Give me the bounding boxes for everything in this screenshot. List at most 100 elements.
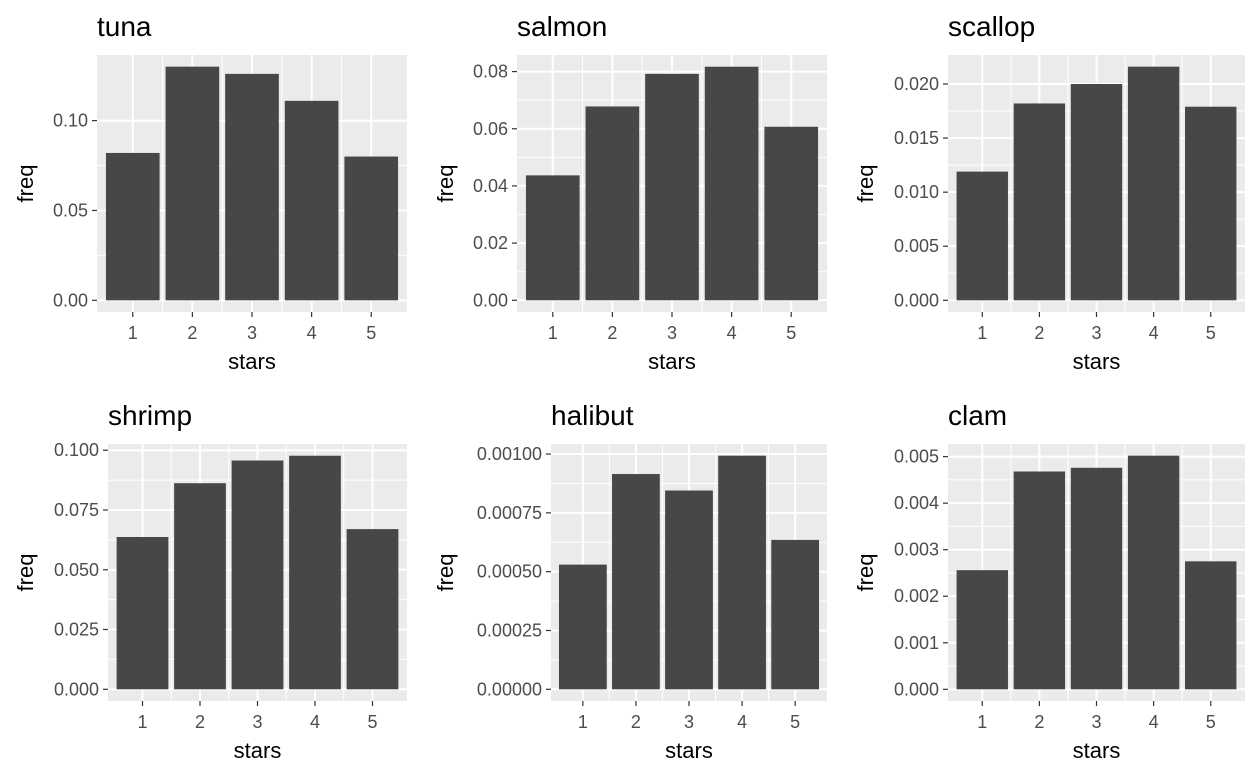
bar-clam-3 [1070, 467, 1123, 690]
x-tick-label: 1 [977, 323, 987, 343]
y-tick-label: 0.003 [894, 540, 939, 560]
y-tick-label: 0.00025 [477, 620, 542, 640]
x-tick-label: 3 [1091, 323, 1101, 343]
y-tick-label: 0.100 [54, 440, 99, 460]
bar-clam-1 [956, 570, 1008, 690]
x-tick-label: 2 [607, 323, 617, 343]
x-axis-title: stars [234, 738, 282, 763]
y-tick-label: 0.004 [894, 493, 939, 513]
bar-scallop-5 [1185, 106, 1237, 301]
bar-shrimp-1 [116, 536, 169, 690]
bar-salmon-3 [645, 73, 699, 301]
x-tick-label: 4 [1149, 323, 1159, 343]
panel-title: clam [948, 400, 1007, 431]
x-tick-label: 5 [366, 323, 376, 343]
bar-halibut-3 [665, 490, 713, 690]
y-tick-label: 0.025 [54, 620, 99, 640]
y-tick-label: 0.08 [473, 62, 508, 82]
y-axis-title: freq [433, 165, 458, 203]
y-tick-label: 0.02 [473, 233, 508, 253]
x-tick-label: 2 [631, 712, 641, 732]
y-tick-label: 0.000 [894, 679, 939, 699]
x-tick-label: 5 [1206, 712, 1216, 732]
bar-salmon-2 [585, 106, 640, 301]
y-tick-label: 0.00100 [477, 444, 542, 464]
x-axis-title: stars [228, 349, 276, 374]
x-tick-label: 3 [1091, 712, 1101, 732]
y-axis-title: freq [13, 554, 38, 592]
x-tick-label: 3 [247, 323, 257, 343]
x-tick-label: 5 [786, 323, 796, 343]
x-tick-label: 4 [1149, 712, 1159, 732]
y-tick-label: 0.00050 [477, 562, 542, 582]
x-tick-label: 3 [684, 712, 694, 732]
bar-salmon-4 [704, 66, 759, 301]
bar-clam-4 [1127, 455, 1180, 690]
y-tick-label: 0.005 [894, 447, 939, 467]
x-tick-label: 4 [727, 323, 737, 343]
bar-shrimp-5 [346, 529, 399, 690]
x-tick-label: 1 [137, 712, 147, 732]
y-tick-label: 0.001 [894, 633, 939, 653]
bar-salmon-5 [764, 126, 819, 301]
y-tick-label: 0.010 [894, 182, 939, 202]
x-tick-label: 3 [252, 712, 262, 732]
x-tick-label: 3 [667, 323, 677, 343]
bar-tuna-2 [165, 66, 220, 301]
panel-title: scallop [948, 11, 1035, 42]
bar-shrimp-3 [231, 460, 284, 690]
y-tick-label: 0.00 [473, 290, 508, 310]
x-axis-title: stars [1073, 738, 1121, 763]
x-tick-label: 2 [1034, 323, 1044, 343]
bar-scallop-3 [1070, 83, 1123, 301]
bar-shrimp-2 [174, 483, 226, 690]
y-tick-label: 0.075 [54, 500, 99, 520]
panel-title: salmon [517, 11, 607, 42]
y-tick-label: 0.00075 [477, 503, 542, 523]
y-tick-label: 0.00000 [477, 679, 542, 699]
y-tick-label: 0.000 [894, 290, 939, 310]
x-axis-title: stars [665, 738, 713, 763]
y-tick-label: 0.020 [894, 74, 939, 94]
x-tick-label: 1 [548, 323, 558, 343]
bar-clam-5 [1185, 561, 1237, 690]
y-axis-title: freq [853, 554, 878, 592]
bar-scallop-2 [1013, 103, 1066, 301]
panel-title: shrimp [108, 400, 192, 431]
x-tick-label: 4 [310, 712, 320, 732]
x-tick-label: 5 [790, 712, 800, 732]
y-axis-title: freq [433, 554, 458, 592]
x-tick-label: 5 [367, 712, 377, 732]
bar-shrimp-4 [289, 455, 341, 690]
y-tick-label: 0.05 [53, 200, 88, 220]
x-tick-label: 5 [1206, 323, 1216, 343]
y-tick-label: 0.000 [54, 679, 99, 699]
bar-tuna-5 [344, 156, 399, 301]
x-tick-label: 2 [187, 323, 197, 343]
bar-tuna-1 [105, 152, 160, 301]
y-axis-title: freq [853, 165, 878, 203]
x-tick-label: 2 [195, 712, 205, 732]
x-tick-label: 1 [977, 712, 987, 732]
panel-title: tuna [97, 11, 152, 42]
bar-scallop-4 [1127, 66, 1180, 301]
x-tick-label: 4 [307, 323, 317, 343]
x-tick-label: 2 [1034, 712, 1044, 732]
bar-tuna-4 [284, 100, 339, 301]
x-tick-label: 1 [578, 712, 588, 732]
bar-salmon-1 [525, 175, 580, 301]
y-tick-label: 0.050 [54, 560, 99, 580]
x-axis-title: stars [1073, 349, 1121, 374]
